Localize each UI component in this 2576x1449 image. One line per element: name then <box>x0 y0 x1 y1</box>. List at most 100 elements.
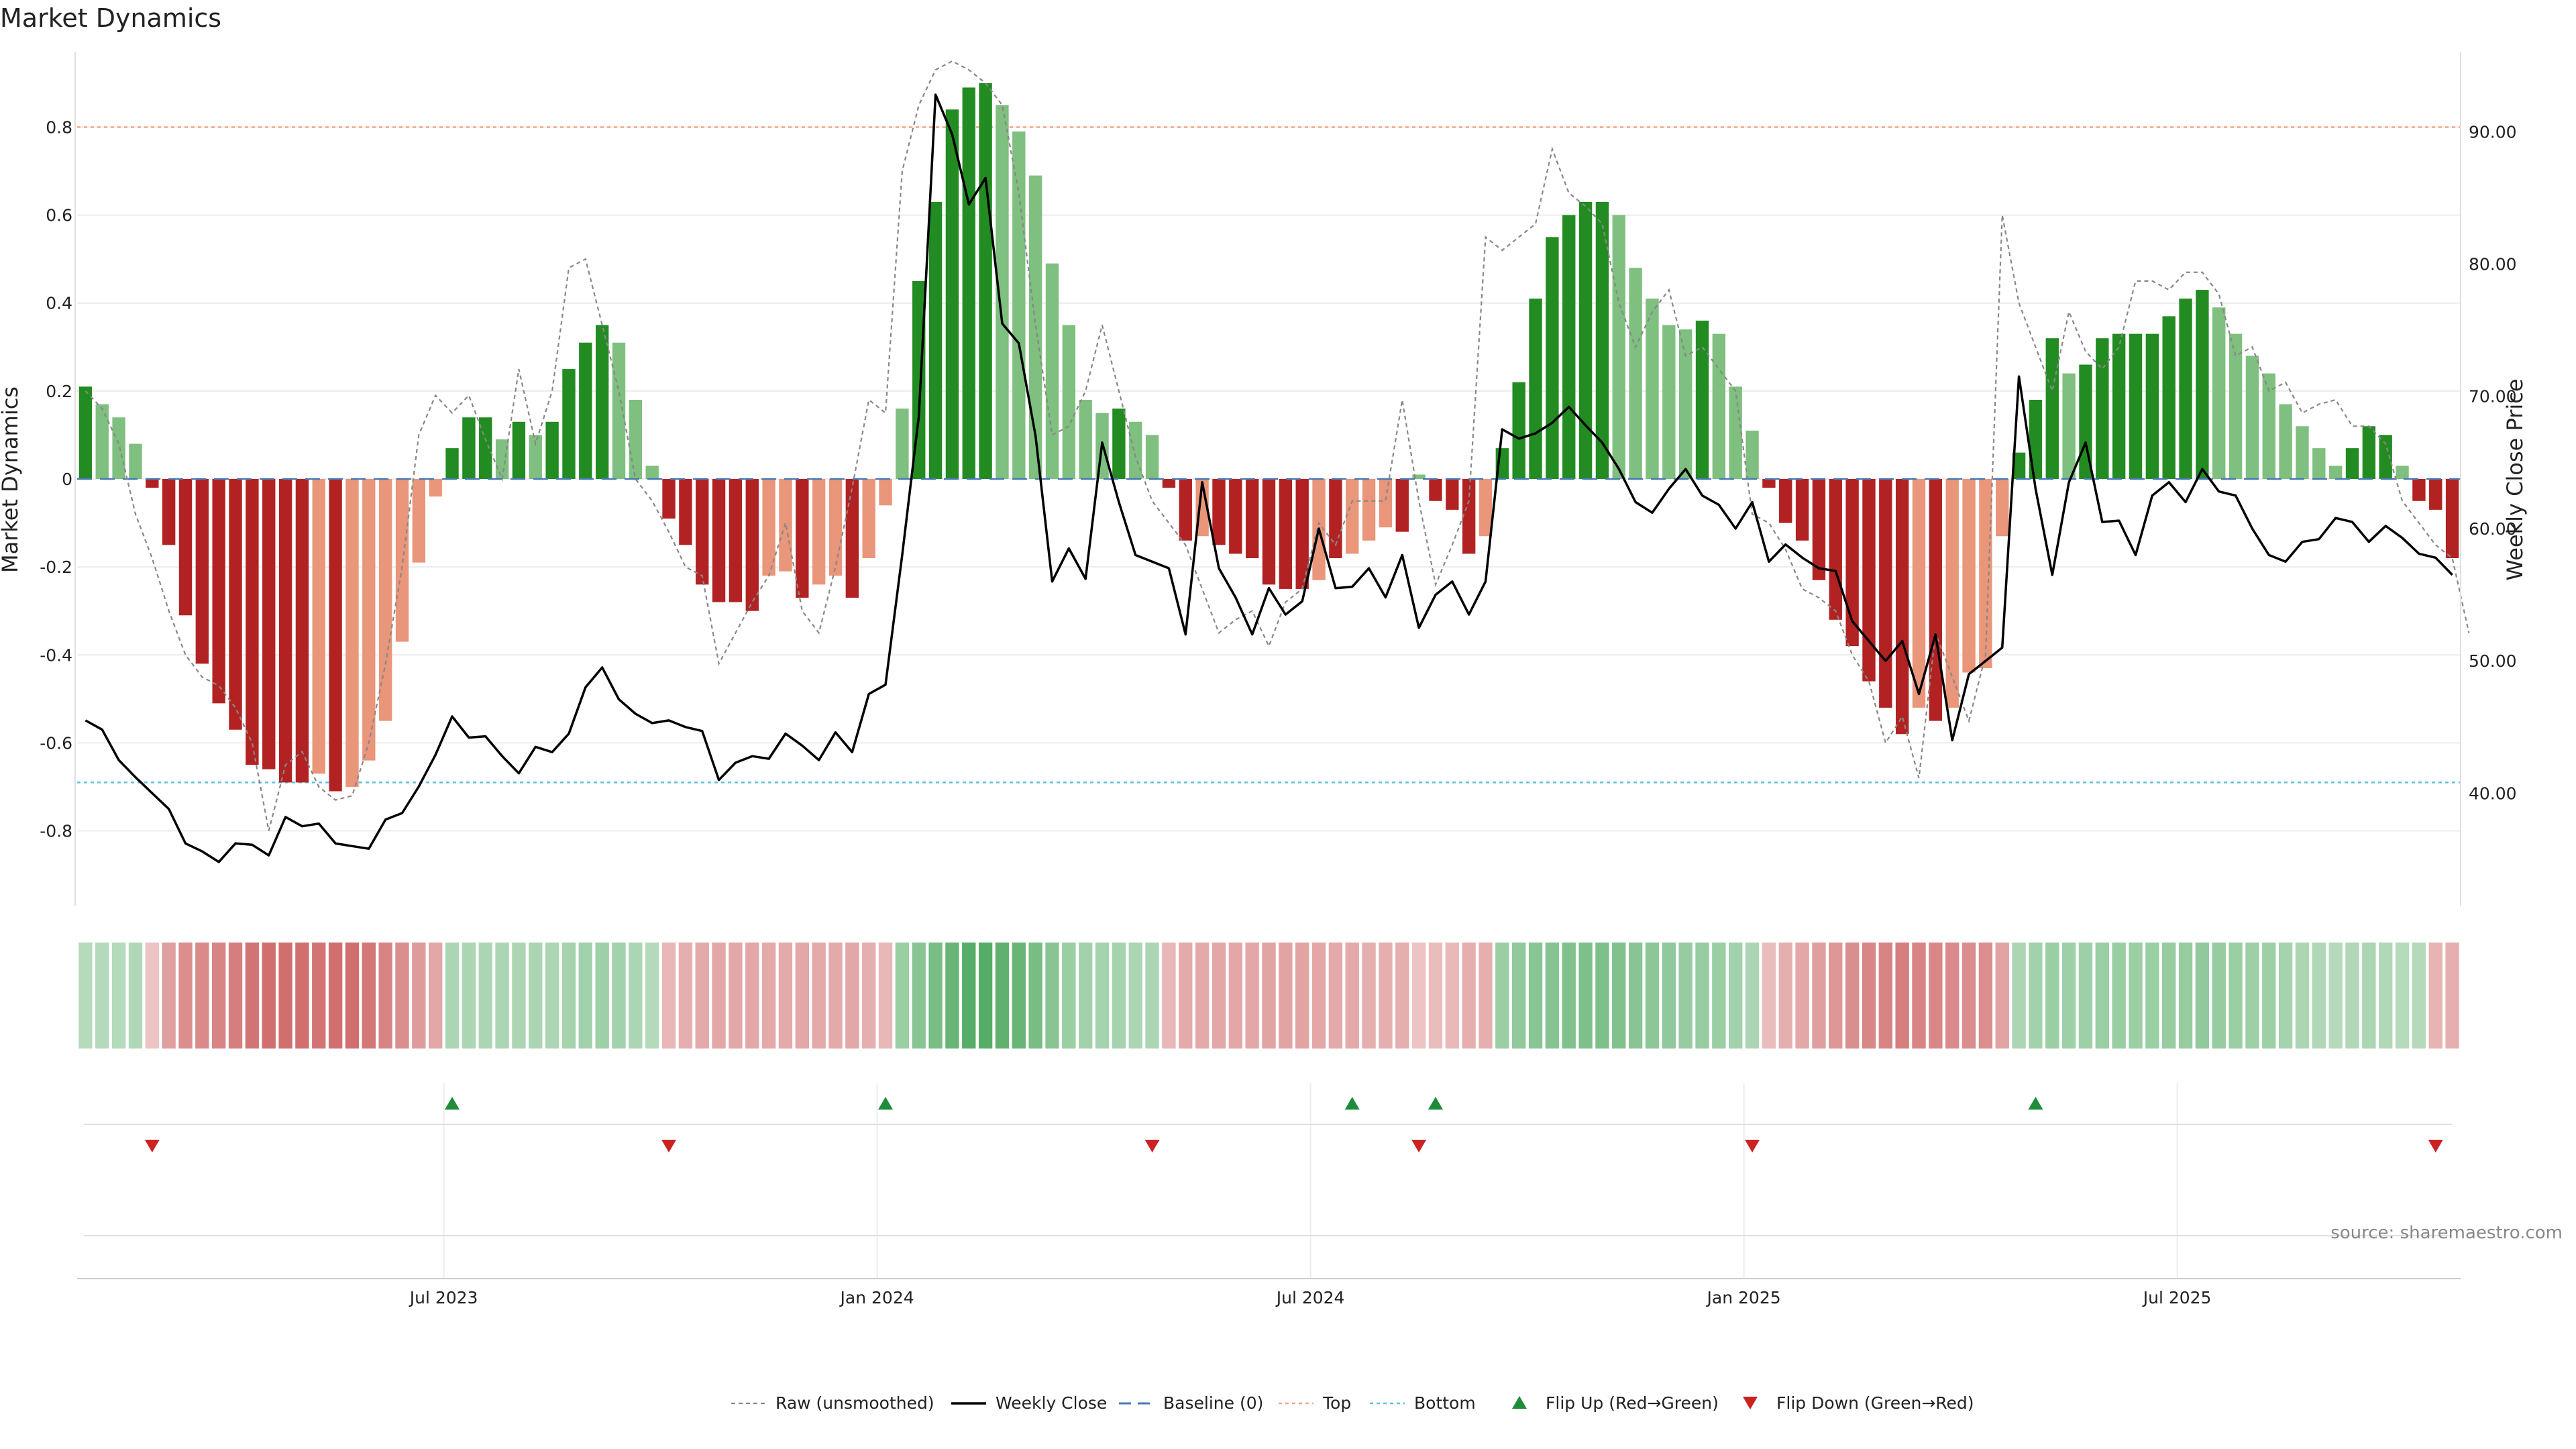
reference-lines <box>77 126 2461 784</box>
strip-cell-106 <box>1845 943 1860 1049</box>
y-tick-left-1: -0.6 <box>40 733 72 753</box>
bar-43 <box>796 479 809 598</box>
strip-cell-40 <box>745 943 759 1049</box>
y-tick-right-5: 90.00 <box>2469 122 2517 142</box>
bar-31 <box>595 325 609 479</box>
bar-114 <box>1979 479 1992 668</box>
strip-cell-109 <box>1895 943 1909 1049</box>
strip-cell-27 <box>529 943 543 1049</box>
strip-cell-75 <box>1328 943 1343 1049</box>
strip-cell-54 <box>978 943 993 1049</box>
strip-cell-111 <box>1929 943 1943 1049</box>
x-tick-3: Jan 2025 <box>1706 1288 1781 1307</box>
y-tick-left-7: 0.6 <box>46 206 72 225</box>
bar-39 <box>729 479 743 602</box>
flip-down-marker-4 <box>1745 1140 1760 1152</box>
strip-cell-130 <box>2245 943 2259 1049</box>
strip-cell-56 <box>1012 943 1026 1049</box>
bar-113 <box>1962 479 1976 673</box>
bar-92 <box>1612 215 1625 479</box>
flip-down-marker-3 <box>1411 1140 1427 1152</box>
bar-2 <box>112 417 125 479</box>
y-tick-right-4: 80.00 <box>2469 255 2517 274</box>
strip-cell-77 <box>1362 943 1376 1049</box>
bar-12 <box>278 479 292 783</box>
strip-cell-44 <box>812 943 826 1049</box>
strip-cell-122 <box>2112 943 2126 1049</box>
bar-5 <box>162 479 176 545</box>
strip-cell-28 <box>545 943 559 1049</box>
bar-99 <box>1729 386 1742 479</box>
bar-22 <box>445 448 459 479</box>
bar-45 <box>828 479 843 576</box>
strip-cell-35 <box>661 943 676 1049</box>
bar-142 <box>2445 479 2459 559</box>
strip-cell-32 <box>612 943 626 1049</box>
bar-9 <box>229 479 242 730</box>
strip-cell-110 <box>1912 943 1926 1049</box>
strip-cell-112 <box>1945 943 1960 1049</box>
bar-86 <box>1512 382 1525 479</box>
bar-135 <box>2328 466 2343 479</box>
bar-63 <box>1129 421 1142 479</box>
legend-item-6: Flip Down (Green→Red) <box>1743 1393 1974 1413</box>
strip-cell-57 <box>1028 943 1042 1049</box>
strip-cell-79 <box>1395 943 1409 1049</box>
bar-7 <box>195 479 209 664</box>
regime-strip <box>78 943 2459 1049</box>
bar-23 <box>462 417 476 479</box>
flip-down-marker-1 <box>661 1140 677 1152</box>
y-tick-right-2: 60.00 <box>2469 519 2517 539</box>
bar-97 <box>1695 320 1709 479</box>
bar-79 <box>1395 479 1409 532</box>
strip-cell-91 <box>1595 943 1609 1049</box>
bar-134 <box>2312 448 2326 479</box>
legend-item-1: Weekly Close <box>951 1393 1107 1413</box>
flip-up-marker-3 <box>1428 1097 1443 1110</box>
x-tick-1: Jan 2024 <box>839 1288 914 1307</box>
strip-cell-107 <box>1862 943 1876 1049</box>
bar-35 <box>662 479 676 519</box>
strip-cell-73 <box>1295 943 1309 1049</box>
strip-cell-20 <box>412 943 426 1049</box>
strip-cell-127 <box>2195 943 2210 1049</box>
legend-label: Bottom <box>1414 1393 1476 1413</box>
legend-item-0: Raw (unsmoothed) <box>731 1393 934 1413</box>
bar-129 <box>2229 333 2243 479</box>
strip-cell-47 <box>862 943 876 1049</box>
strip-cell-5 <box>162 943 176 1049</box>
strip-cell-117 <box>2029 943 2043 1049</box>
strip-cell-22 <box>445 943 460 1049</box>
strip-cell-141 <box>2428 943 2443 1049</box>
strip-cell-99 <box>1729 943 1743 1049</box>
legend-item-4: Bottom <box>1370 1393 1476 1413</box>
strip-cell-136 <box>2345 943 2359 1049</box>
bar-82 <box>1446 479 1459 510</box>
strip-cell-95 <box>1662 943 1676 1049</box>
strip-cell-108 <box>1878 943 1892 1049</box>
bar-81 <box>1429 479 1442 501</box>
legend-label: Raw (unsmoothed) <box>775 1393 934 1413</box>
y-tick-right-3: 70.00 <box>2469 387 2517 407</box>
bar-107 <box>1862 479 1876 682</box>
bar-52 <box>945 109 959 479</box>
bar-127 <box>2196 290 2209 479</box>
bar-119 <box>2062 373 2076 479</box>
strip-cell-53 <box>962 943 976 1049</box>
bar-37 <box>696 479 709 585</box>
bar-106 <box>1845 479 1859 647</box>
x-tick-2: Jul 2024 <box>1275 1288 1345 1307</box>
strip-cell-115 <box>1995 943 2009 1049</box>
bar-48 <box>879 479 892 506</box>
flip-up-marker-1 <box>878 1097 894 1110</box>
bar-87 <box>1529 299 1542 479</box>
bar-25 <box>495 439 509 479</box>
strip-cell-34 <box>645 943 659 1049</box>
bar-8 <box>212 479 225 704</box>
bar-78 <box>1379 479 1393 528</box>
series-lines <box>77 60 2470 863</box>
bar-14 <box>312 479 325 774</box>
strip-cell-63 <box>1128 943 1142 1049</box>
flip-panel <box>77 1083 2461 1279</box>
